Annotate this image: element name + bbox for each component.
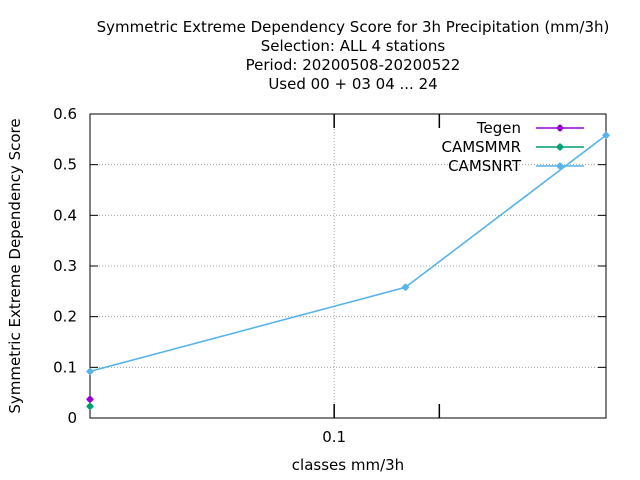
title-line: Selection: ALL 4 stations [261, 37, 446, 55]
data-point [86, 367, 94, 376]
data-point [86, 395, 94, 404]
title-line: Used 00 + 03 04 ... 24 [268, 75, 437, 93]
grid [90, 114, 606, 418]
chart-title: Symmetric Extreme Dependency Score for 3… [97, 18, 610, 93]
y-tick-label: 0.3 [53, 257, 77, 275]
series-camsmmr [86, 402, 94, 411]
y-tick-label: 0.6 [53, 105, 77, 123]
series-tegen [86, 395, 94, 404]
data-point [602, 131, 610, 140]
data-point [401, 283, 410, 292]
data-point [556, 143, 564, 151]
y-tick-label: 0 [67, 409, 77, 427]
x-tick-label: 0.1 [322, 428, 346, 446]
legend-item: CAMSMMR [441, 138, 584, 156]
y-axis-label: Symmetric Extreme Dependency Score [6, 118, 24, 413]
y-tick-label: 0.2 [53, 308, 77, 326]
title-line: Symmetric Extreme Dependency Score for 3… [97, 18, 610, 36]
title-line: Period: 20200508-20200522 [246, 56, 461, 74]
data-point [556, 162, 564, 170]
series-layer [86, 131, 610, 411]
legend-label: Tegen [476, 119, 521, 137]
legend-label: CAMSNRT [448, 157, 522, 175]
data-point [556, 124, 564, 132]
legend-item: CAMSNRT [448, 157, 584, 175]
y-tick-label: 0.1 [53, 358, 77, 376]
series-line [89, 134, 607, 373]
data-point [86, 402, 94, 411]
x-axis-label: classes mm/3h [292, 456, 404, 474]
y-tick-label: 0.5 [53, 156, 77, 174]
series-camsnrt [86, 131, 610, 376]
legend-label: CAMSMMR [441, 138, 521, 156]
y-tick-label: 0.4 [53, 206, 77, 224]
axis-ticks: 0 0.1 0.2 0.3 0.4 0.5 0.6 0.1 [53, 105, 606, 446]
legend-item: Tegen [476, 119, 584, 137]
